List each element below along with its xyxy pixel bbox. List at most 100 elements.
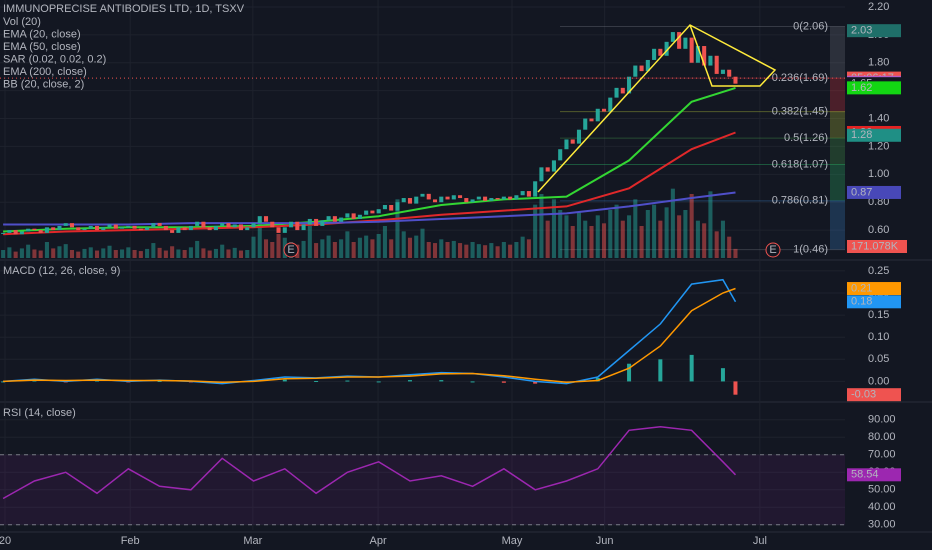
- volume-bar: [276, 234, 281, 258]
- candle: [489, 198, 494, 201]
- histogram-bar: [689, 354, 694, 382]
- candle: [451, 195, 456, 200]
- candle: [307, 218, 312, 225]
- y-tick-label: 30.00: [868, 519, 896, 531]
- volume-bar: [514, 242, 519, 258]
- volume-bar: [489, 243, 494, 258]
- candle: [501, 196, 506, 200]
- volume-bar: [163, 250, 168, 258]
- histogram-bar: [658, 359, 663, 382]
- volume-bar: [57, 246, 62, 258]
- volume-bar: [558, 210, 563, 258]
- y-tick-label: 0.25: [868, 265, 889, 277]
- candle: [332, 216, 337, 222]
- volume-bar: [526, 239, 531, 258]
- fib-label: 0.382(1.45): [772, 105, 828, 117]
- volume-bar: [370, 239, 375, 258]
- volume-bar: [238, 250, 244, 258]
- candle: [376, 209, 381, 214]
- axis-label-bg: [847, 24, 901, 38]
- x-tick-label: Jun: [596, 535, 614, 547]
- candle: [714, 55, 719, 74]
- volume-bar: [307, 226, 312, 258]
- volume-bar: [69, 250, 75, 258]
- candle: [301, 224, 306, 231]
- candle: [464, 198, 469, 203]
- candle: [289, 221, 294, 228]
- volume-bar: [76, 251, 81, 258]
- candle: [370, 210, 375, 214]
- candle: [257, 216, 262, 224]
- volume-bar: [702, 223, 707, 258]
- indicator-legend: EMA (50, close): [3, 41, 81, 53]
- histogram-bar: [314, 380, 319, 382]
- candle: [170, 230, 175, 233]
- macd-line: [3, 278, 737, 385]
- candle: [576, 129, 582, 144]
- volume-bar: [182, 250, 187, 258]
- candle: [138, 228, 143, 231]
- candle: [88, 225, 93, 229]
- volume-bar: [170, 246, 175, 258]
- volume-bar: [614, 204, 619, 258]
- volume-bar: [708, 191, 713, 258]
- volume-bar: [314, 243, 319, 258]
- candle: [677, 32, 682, 49]
- volume-bar: [677, 215, 682, 258]
- volume-bar: [727, 236, 732, 258]
- volume-bar: [539, 194, 544, 258]
- volume-bar: [94, 250, 100, 258]
- x-tick-label: Apr: [369, 535, 386, 547]
- candle: [389, 205, 394, 211]
- candle: [320, 220, 325, 226]
- axis-label-bg: [847, 388, 901, 402]
- y-tick-label: 1.00: [868, 168, 889, 180]
- volume-bar: [13, 251, 18, 258]
- volume-bar: [689, 194, 694, 258]
- candle: [251, 223, 256, 228]
- histogram-bar: [439, 380, 444, 382]
- candle: [220, 223, 225, 226]
- pattern-drawing: [537, 24, 777, 193]
- y-tick-label: 40.00: [868, 501, 896, 513]
- volume-bar: [533, 204, 538, 258]
- candle: [38, 230, 43, 233]
- volume-bar: [583, 220, 588, 258]
- candle: [401, 198, 406, 203]
- candle: [545, 167, 550, 172]
- candle: [420, 193, 425, 197]
- volume-bar: [63, 244, 68, 258]
- volume-bar: [420, 228, 425, 258]
- fib-zone: [830, 26, 845, 79]
- histogram-bar: [407, 380, 412, 382]
- volume-bar: [720, 220, 725, 258]
- volume-bar: [733, 248, 738, 258]
- candle: [76, 227, 81, 231]
- volume-bar: [633, 199, 638, 258]
- volume-bar: [714, 231, 719, 258]
- volume-bar: [151, 243, 156, 258]
- volume-bar: [320, 239, 325, 258]
- candle: [470, 199, 475, 203]
- candle: [213, 225, 218, 231]
- volume-bar: [138, 251, 143, 258]
- earnings-marker: [283, 242, 299, 258]
- volume-bar: [639, 226, 644, 258]
- candle: [182, 227, 187, 231]
- candle: [382, 205, 387, 210]
- candle: [113, 224, 118, 229]
- histogram-bar: [376, 381, 381, 383]
- candle: [670, 32, 675, 42]
- candle: [163, 225, 168, 231]
- volume-bar: [401, 231, 406, 258]
- volume-bar: [207, 250, 212, 258]
- volume-bar: [1, 250, 6, 258]
- volume-bar: [195, 240, 200, 258]
- histogram-bar: [345, 380, 350, 382]
- volume-label-bg: [847, 240, 907, 253]
- axis-label: 1.62: [851, 82, 872, 94]
- candle: [226, 223, 231, 228]
- candle: [57, 225, 62, 231]
- candle: [558, 149, 563, 161]
